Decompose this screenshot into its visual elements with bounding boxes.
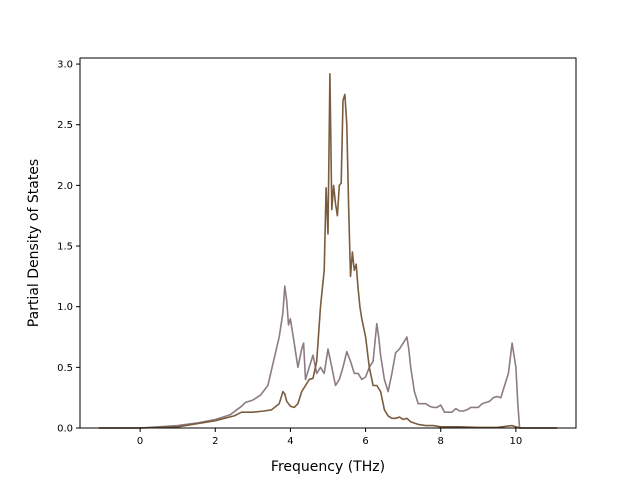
series-line-1 [98, 285, 558, 429]
x-tick-label: 10 [510, 436, 523, 447]
series-line-2 [98, 73, 558, 429]
y-axis-label: Partial Density of States [26, 159, 42, 327]
x-tick-label: 8 [438, 436, 444, 447]
y-tick-label: 1.5 [57, 242, 73, 253]
x-axis-label: Frequency (THz) [271, 459, 385, 475]
y-tick-label: 3.0 [57, 60, 73, 71]
x-axis-ticks: 0 2 4 6 8 10 [137, 428, 522, 447]
y-tick-label: 1.0 [57, 302, 73, 313]
x-tick-label: 4 [287, 436, 293, 447]
y-tick-label: 2.0 [57, 181, 73, 192]
y-axis-ticks: 0.0 0.5 1.0 1.5 2.0 2.5 3.0 [57, 60, 80, 435]
x-tick-label: 2 [212, 436, 218, 447]
y-tick-label: 0.5 [57, 363, 73, 374]
x-tick-label: 6 [362, 436, 368, 447]
series-layer [98, 73, 558, 429]
plot-area-frame [79, 57, 577, 429]
y-tick-label: 0.0 [57, 424, 73, 435]
x-tick-label: 0 [137, 436, 143, 447]
y-tick-label: 2.5 [57, 120, 73, 131]
